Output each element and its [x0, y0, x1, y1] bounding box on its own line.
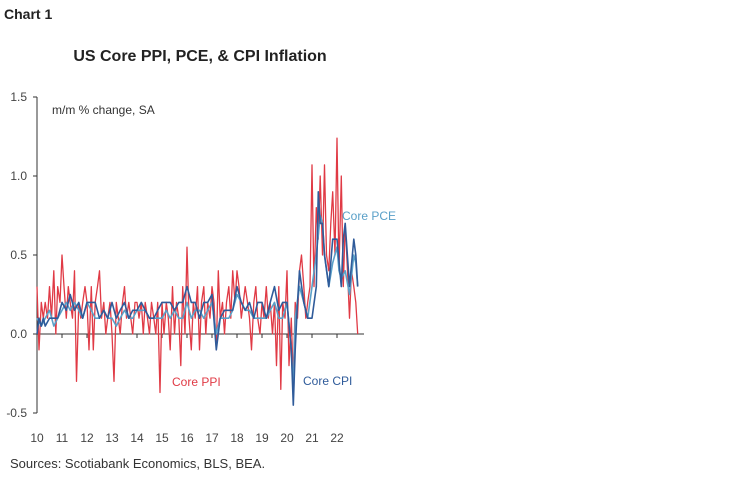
x-tick-label: 19	[255, 431, 269, 445]
x-tick-label: 12	[80, 431, 94, 445]
series-label-core-cpi: Core CPI	[303, 374, 352, 388]
series-label-core-pce: Core PCE	[342, 209, 396, 223]
chart-annotations: m/m % change, SA Core PCE Core PPI Core …	[52, 103, 396, 389]
ylabel: m/m % change, SA	[52, 103, 155, 117]
y-tick-label: -0.5	[6, 406, 27, 420]
y-tick-label: 0.0	[10, 327, 27, 341]
chart-series-lines	[36, 137, 359, 406]
x-tick-label: 18	[230, 431, 244, 445]
x-tick-label: 13	[105, 431, 119, 445]
y-tick-label: 0.5	[10, 248, 27, 262]
x-tick-label: 22	[330, 431, 344, 445]
x-tick-label: 17	[205, 431, 219, 445]
chart-number-label: Chart 1	[4, 6, 53, 22]
x-tick-label: 10	[30, 431, 44, 445]
chart-axes: 1.5 1.0 0.5 0.0 -0.510 11 12 13 14 15 16 17 18 19 20 21…	[6, 90, 364, 445]
x-tick-label: 21	[305, 431, 319, 445]
x-tick-label: 20	[280, 431, 294, 445]
x-tick-label: 15	[155, 431, 169, 445]
source-note: Sources: Scotiabank Economics, BLS, BEA.	[10, 456, 266, 471]
x-tick-label: 16	[180, 431, 194, 445]
series-line-core-pce	[36, 214, 359, 391]
x-tick-label: 11	[56, 431, 69, 445]
y-tick-label: 1.5	[10, 90, 27, 104]
series-line-core-ppi	[36, 137, 359, 394]
chart-title: US Core PPI, PCE, & CPI Inflation	[73, 48, 327, 65]
series-label-core-ppi: Core PPI	[172, 375, 221, 389]
series-line-core-cpi	[36, 191, 359, 406]
y-tick-label: 1.0	[10, 169, 27, 183]
x-tick-label: 14	[130, 431, 144, 445]
